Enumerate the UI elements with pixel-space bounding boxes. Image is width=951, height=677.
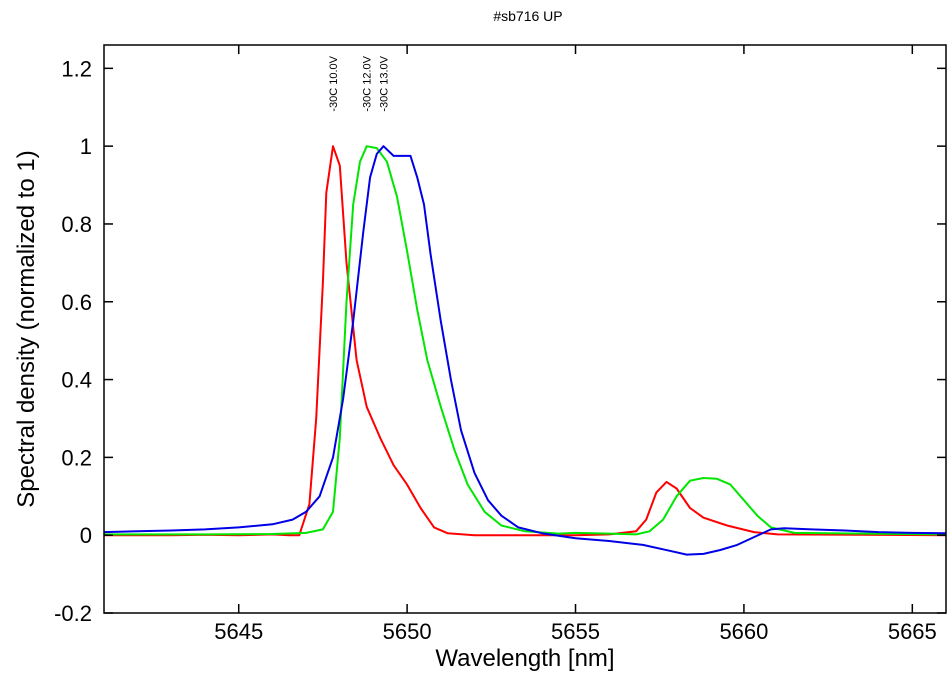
y-tick-label: 0.2: [61, 445, 92, 470]
y-axis-label: Spectral density (normalized to 1): [13, 150, 40, 508]
y-tick-label: 1: [80, 134, 92, 159]
plot-frame: [103, 44, 947, 614]
y-tick-label: 0.6: [61, 290, 92, 315]
series-line-3: [103, 145, 947, 556]
x-tick-label: 5655: [551, 619, 600, 644]
y-tick-label: 0.4: [61, 368, 92, 393]
y-tick-label: -0.2: [54, 601, 92, 626]
x-tick-label: 5645: [214, 619, 263, 644]
x-tick-label: 5650: [383, 619, 432, 644]
x-axis-label: Wavelength [nm]: [435, 645, 614, 672]
series-annotations: -30C 10.0V -30C 12.0V -30C 13.0V: [328, 55, 391, 111]
series-line-1: [104, 145, 947, 537]
series-line-2: [104, 145, 947, 536]
series-annotation-2: -30C 12.0V: [362, 55, 374, 111]
y-tick-label: 1.2: [61, 56, 92, 81]
y-axis-ticks: -0.2 0 0.2 0.4 0.6 0.8 1 1.2: [54, 56, 946, 626]
series-layer: [103, 145, 947, 556]
y-tick-label: 0: [80, 523, 92, 548]
chart-title: #sb716 UP: [493, 8, 562, 24]
x-tick-label: 5665: [888, 619, 937, 644]
y-tick-label: 0.8: [61, 212, 92, 237]
series-annotation-3: -30C 13.0V: [379, 55, 391, 111]
series-annotation-1: -30C 10.0V: [328, 55, 340, 111]
x-axis-ticks: 5645 5650 5655 5660 5665: [214, 45, 937, 644]
x-tick-label: 5660: [719, 619, 768, 644]
